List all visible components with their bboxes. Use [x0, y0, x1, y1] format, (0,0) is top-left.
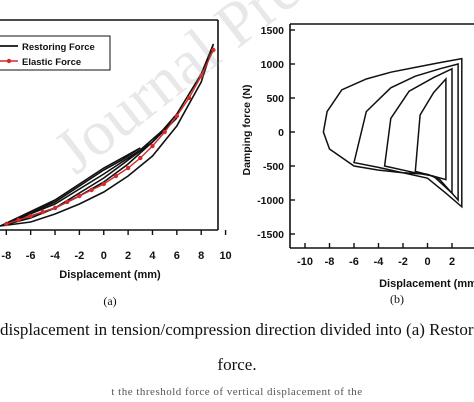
y-tick-label: 500 — [266, 93, 284, 105]
caption-line-3: t the threshold force of vertical displa… — [111, 386, 363, 398]
elastic-force-point — [113, 173, 119, 179]
y-tick-label: 0 — [278, 127, 284, 139]
elastic-force-point — [4, 221, 9, 227]
y-tick-label: 1000 — [261, 59, 285, 71]
caption-line-1: displacement in tension/compression dire… — [0, 320, 474, 339]
y-tick-label: -1500 — [257, 229, 284, 241]
x-tick-label: -8 — [1, 250, 11, 262]
elastic-force-point — [162, 129, 167, 135]
elastic-force-point — [28, 213, 33, 219]
caption-line-2: force. — [217, 355, 257, 374]
x-tick-label: -8 — [325, 256, 335, 268]
elastic-force-point — [199, 73, 204, 79]
damping-force-loop — [383, 67, 453, 195]
elastic-force-point — [186, 95, 192, 101]
x-tick-label: -6 — [26, 250, 36, 262]
chart-damping-force: 1500 1000 500 0 -500 -1000 -1500 -10 -8 -6 -4 -2 0 2 D… — [241, 23, 474, 306]
panel-label-a: (a) — [103, 294, 116, 308]
elastic-force-point — [125, 165, 131, 171]
elastic-force-point — [16, 217, 21, 223]
legend-label-restoring: Restoring Force — [22, 42, 95, 53]
x-tick-label: 8 — [198, 250, 204, 262]
elastic-force-point — [101, 181, 106, 187]
x-tick-label: -4 — [50, 250, 61, 262]
x-tick-label: 2 — [125, 250, 131, 262]
damping-force-loop — [322, 57, 463, 209]
elastic-force-point — [150, 143, 155, 149]
panel-label-b: (b) — [390, 292, 404, 306]
elastic-force-point — [138, 155, 143, 161]
legend-label-elastic: Elastic Force — [22, 57, 81, 68]
x-axis-label: Displacement (mm — [379, 278, 474, 290]
y-axis-label: Damping force (N) — [241, 84, 253, 175]
elastic-force-point — [52, 205, 58, 211]
chart-restoring-elastic: -8 -6 -4 -2 0 2 4 6 8 10 Displacement (mm) (a) Resto… — [0, 19, 232, 308]
x-tick-label: 0 — [424, 256, 430, 268]
damping-force-loop — [353, 63, 459, 202]
x-tick-label: 10 — [219, 250, 231, 262]
elastic-force-point — [65, 199, 70, 205]
y-tick-label: -500 — [263, 161, 284, 173]
elastic-force-point — [211, 47, 216, 53]
x-tick-label: 0 — [101, 250, 107, 262]
elastic-force-point — [40, 209, 46, 215]
elastic-force-point — [77, 193, 82, 199]
x-tick-label: 4 — [149, 250, 156, 262]
x-tick-label: -2 — [398, 256, 408, 268]
restoring-force-loop — [0, 147, 141, 227]
x-tick-label: -10 — [297, 256, 313, 268]
x-axis-label: Displacement (mm) — [59, 269, 161, 281]
elastic-force-point — [174, 113, 180, 119]
y-tick-label: 1500 — [261, 25, 285, 37]
legend-marker-elastic — [6, 58, 12, 64]
x-tick-label: -4 — [374, 256, 385, 268]
x-tick-label: -6 — [349, 256, 359, 268]
legend-box — [0, 35, 111, 71]
elastic-force-point — [89, 187, 94, 193]
damping-force-loop — [414, 77, 447, 181]
y-tick-label: -1000 — [257, 195, 284, 207]
x-tick-label: 6 — [174, 250, 180, 262]
x-tick-label: -2 — [75, 250, 85, 262]
x-tick-label: 2 — [449, 256, 455, 268]
